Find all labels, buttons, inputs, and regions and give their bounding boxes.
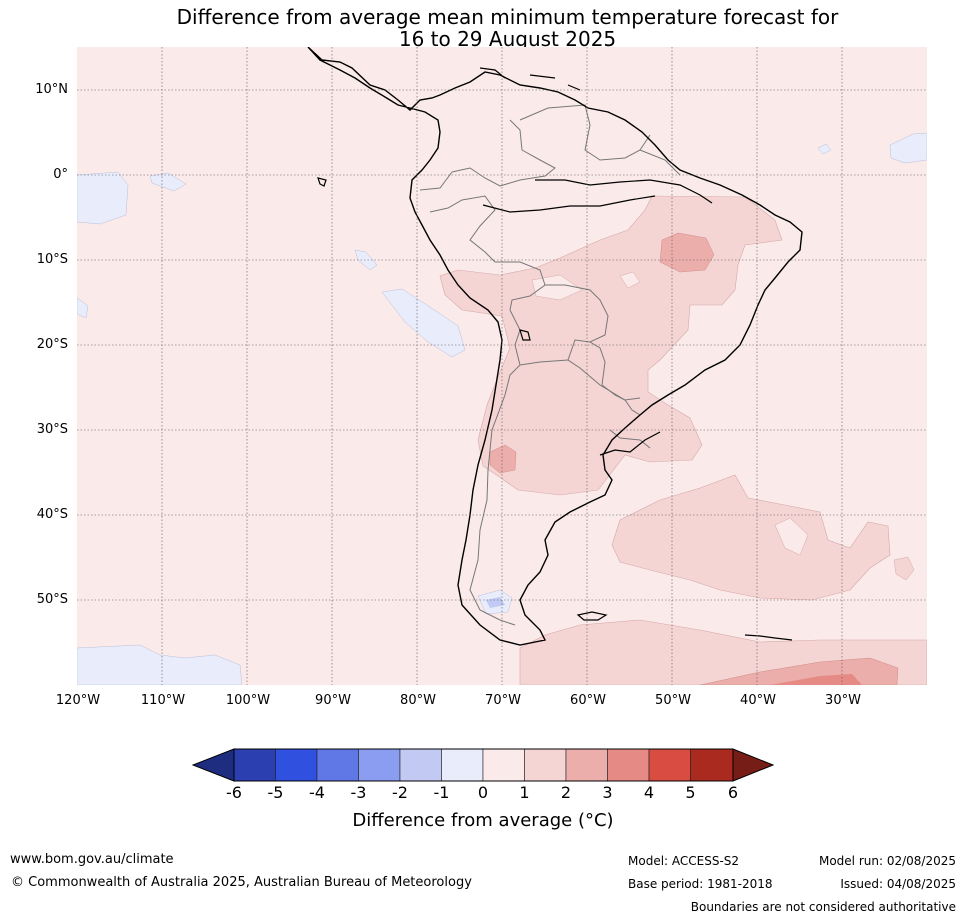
country-borders [419,104,681,626]
warm-anomaly-hole-2 [619,271,641,289]
graticule [77,47,927,685]
colorbar-tick-6: 6 [727,783,739,802]
colorbar-tick-4: 4 [643,783,655,802]
cool-anomaly-patch-tiny [817,143,832,155]
lon-label-70w: 70°W [485,693,521,708]
colorbar-swatch-11 [648,748,691,782]
lat-label-50s: 50°S [36,592,68,607]
cool-anomaly-patch-atlantic [889,132,927,164]
lake-titicaca [519,329,531,341]
colorbar-swatch-6 [441,748,484,782]
model-run-text: Model run: 02/08/2025 [818,854,956,868]
colorbar-swatch-12 [690,748,734,782]
colorbar-swatch-3 [316,748,359,782]
lat-label-10n: 10°N [35,82,68,97]
lon-label-110w: 110°W [140,693,186,708]
colorbar-tick-0: 0 [477,783,489,802]
warm-anomaly-south-atlantic [611,474,891,601]
colorbar-swatch-above-max [732,748,775,782]
lat-label-20s: 20°S [36,337,68,352]
cool-anomaly-patch-small-1 [149,172,187,192]
lon-label-50w: 50°W [655,693,691,708]
anomaly-map [77,47,927,685]
lon-label-100w: 100°W [225,693,271,708]
south-america-coastline [307,47,803,646]
lon-label-30w: 30°W [825,693,861,708]
south-georgia [744,634,793,641]
lon-label-90w: 90°W [315,693,351,708]
amazon-river [535,179,713,204]
falkland-islands [576,611,608,621]
disclaimer-text: Boundaries are not considered authoritat… [690,900,956,914]
lat-label-10s: 10°S [36,252,68,267]
lat-label-0: 0° [53,167,68,182]
colorbar-tick-1: 1 [519,783,530,802]
lat-label-30s: 30°S [36,422,68,437]
colorbar-tick-minus6: -6 [226,783,242,802]
warm-anomaly-hole-3 [774,517,809,556]
model-text: Model: ACCESS-S2 [628,854,740,868]
caribbean-islands [479,67,581,91]
colorbar-tick-5: 5 [685,783,696,802]
warm-anomaly-core-brazil [659,232,715,273]
map-title-line-2: 16 to 29 August 2025 [398,27,617,51]
colorbar-outline [233,748,734,782]
colorbar-swatch-10 [607,748,650,782]
base-period-text: Base period: 1981-2018 [628,877,773,891]
warm-anomaly-small-atlantic [893,556,915,581]
cool-anomaly-patch-small-2 [354,249,378,271]
colorbar-tick-minus3: -3 [350,783,367,802]
colorbar-tick-3: 3 [602,783,613,802]
colorbar-swatch-below-min [191,748,235,782]
warm-anomaly-core-argentina [489,444,517,474]
rio-de-la-plata [599,431,661,456]
lon-label-120w: 120°W [55,693,101,708]
lon-label-40w: 40°W [740,693,776,708]
colorbar-title: Difference from average (°C) [352,810,614,831]
lon-label-80w: 80°W [400,693,436,708]
colorbar-tick-minus4: -4 [309,783,325,802]
issued-text: Issued: 04/08/2025 [840,877,956,891]
colorbar-swatch-4 [358,748,401,782]
cool-anomaly-patch-edge [77,297,89,319]
colorbar-swatch-9 [565,748,608,782]
colorbar-tick-minus5: -5 [267,783,284,802]
colorbar-swatch-1 [233,748,276,782]
warm-anomaly-hole-1 [531,274,583,301]
galapagos [317,177,327,187]
lon-label-60w: 60°W [570,693,606,708]
amazon-tributary [482,195,656,213]
colorbar-swatch-7 [482,748,525,782]
colorbar-tick-minus1: -1 [433,783,450,802]
cool-anomaly-patch-west [77,171,129,225]
colorbar-swatch-8 [524,748,567,782]
colorbar-swatch-5 [399,748,442,782]
colorbar-swatch-2 [275,748,318,782]
copyright-text: © Commonwealth of Australia 2025, Austra… [11,875,472,890]
colorbar-tick-2: 2 [560,783,572,802]
map-title-line-1: Difference from average mean minimum tem… [176,5,839,29]
lat-label-40s: 40°S [36,507,68,522]
warm-anomaly-peak-southern-ocean [770,674,862,685]
website-link[interactable]: www.bom.gov.au/climate [10,852,174,867]
colorbar-tick-minus2: -2 [392,783,408,802]
cool-anomaly-patch-southwest [77,644,243,685]
cool-anomaly-patch-pacific [381,288,466,358]
